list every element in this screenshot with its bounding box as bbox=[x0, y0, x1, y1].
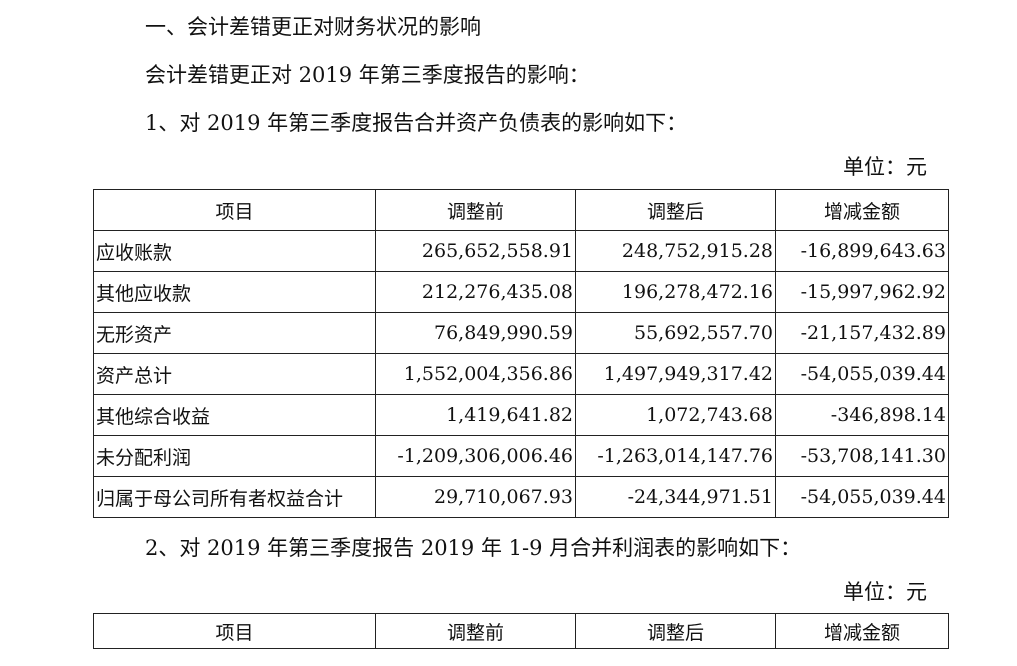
value-after: 196,278,472.16 bbox=[575, 271, 776, 313]
value-before: 212,276,435.08 bbox=[375, 271, 576, 313]
section-heading: 一、会计差错更正对财务状况的影响 bbox=[145, 15, 481, 39]
unit-label: 单位：元 bbox=[843, 155, 927, 179]
unit-label-2: 单位：元 bbox=[843, 580, 927, 604]
value-change: -53,708,141.30 bbox=[775, 435, 949, 477]
value-after: 1,497,949,317.42 bbox=[575, 353, 776, 395]
item1-heading: 1、对 2019 年第三季度报告合并资产负债表的影响如下： bbox=[145, 111, 688, 135]
value-after: -24,344,971.51 bbox=[575, 476, 776, 518]
value-before: 1,552,004,356.86 bbox=[375, 353, 576, 395]
value-after: 248,752,915.28 bbox=[575, 230, 776, 272]
header-before: 调整前 bbox=[375, 189, 576, 231]
value-before: 265,652,558.91 bbox=[375, 230, 576, 272]
table-header-row: 项目 调整前 调整后 增减金额 bbox=[93, 189, 949, 231]
row-label: 资产总计 bbox=[93, 353, 376, 395]
table-header-row: 项目 调整前 调整后 增减金额 bbox=[93, 613, 949, 649]
value-change: -16,899,643.63 bbox=[775, 230, 949, 272]
table-row: 无形资产 76,849,990.59 55,692,557.70 -21,157… bbox=[93, 312, 949, 354]
row-label: 其他应收款 bbox=[93, 271, 376, 313]
value-after: 55,692,557.70 bbox=[575, 312, 776, 354]
value-change: -54,055,039.44 bbox=[775, 476, 949, 518]
item2-heading: 2、对 2019 年第三季度报告 2019 年 1-9 月合并利润表的影响如下： bbox=[145, 536, 802, 560]
value-before: 29,710,067.93 bbox=[375, 476, 576, 518]
value-change: -21,157,432.89 bbox=[775, 312, 949, 354]
income-statement-impact-table: 项目 调整前 调整后 增减金额 bbox=[93, 613, 949, 649]
header-item: 项目 bbox=[93, 189, 376, 231]
table-row: 资产总计 1,552,004,356.86 1,497,949,317.42 -… bbox=[93, 353, 949, 395]
value-before: 1,419,641.82 bbox=[375, 394, 576, 436]
table-row: 未分配利润 -1,209,306,006.46 -1,263,014,147.7… bbox=[93, 435, 949, 477]
header-after: 调整后 bbox=[575, 613, 776, 649]
row-label: 应收账款 bbox=[93, 230, 376, 272]
header-change: 增减金额 bbox=[775, 613, 949, 649]
row-label: 归属于母公司所有者权益合计 bbox=[93, 476, 376, 518]
header-item: 项目 bbox=[93, 613, 376, 649]
header-before: 调整前 bbox=[375, 613, 576, 649]
table-row: 应收账款 265,652,558.91 248,752,915.28 -16,8… bbox=[93, 230, 949, 272]
value-before: 76,849,990.59 bbox=[375, 312, 576, 354]
table-row: 归属于母公司所有者权益合计 29,710,067.93 -24,344,971.… bbox=[93, 476, 949, 518]
row-label: 其他综合收益 bbox=[93, 394, 376, 436]
value-after: 1,072,743.68 bbox=[575, 394, 776, 436]
value-change: -15,997,962.92 bbox=[775, 271, 949, 313]
value-change: -54,055,039.44 bbox=[775, 353, 949, 395]
balance-sheet-impact-table: 项目 调整前 调整后 增减金额 应收账款 265,652,558.91 248,… bbox=[93, 189, 949, 518]
table-row: 其他应收款 212,276,435.08 196,278,472.16 -15,… bbox=[93, 271, 949, 313]
row-label: 无形资产 bbox=[93, 312, 376, 354]
header-change: 增减金额 bbox=[775, 189, 949, 231]
intro-paragraph: 会计差错更正对 2019 年第三季度报告的影响： bbox=[145, 63, 590, 87]
value-after: -1,263,014,147.76 bbox=[575, 435, 776, 477]
value-change: -346,898.14 bbox=[775, 394, 949, 436]
value-before: -1,209,306,006.46 bbox=[375, 435, 576, 477]
header-after: 调整后 bbox=[575, 189, 776, 231]
table-row: 其他综合收益 1,419,641.82 1,072,743.68 -346,89… bbox=[93, 394, 949, 436]
row-label: 未分配利润 bbox=[93, 435, 376, 477]
